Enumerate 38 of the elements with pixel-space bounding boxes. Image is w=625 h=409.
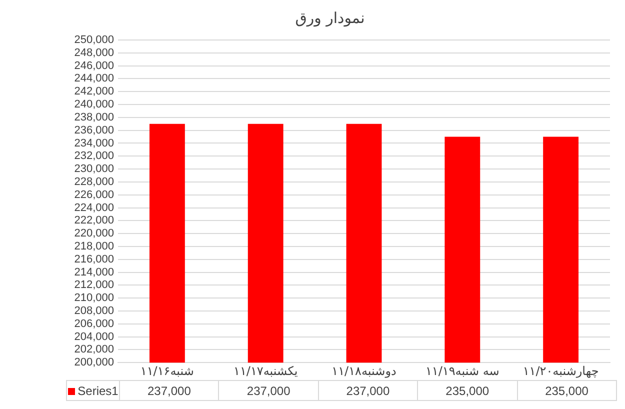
x-tick-label: دوشنبه۱۱/۱۸ — [332, 364, 396, 378]
data-label: 237,000 — [120, 380, 219, 400]
chart-title: نمودار ورق — [295, 8, 365, 27]
y-tick-label: 228,000 — [74, 176, 114, 188]
legend-label: Series1 — [66, 380, 120, 400]
y-tick-label: 214,000 — [74, 266, 114, 278]
y-tick-label: 210,000 — [74, 292, 114, 304]
y-tick-label: 230,000 — [74, 163, 114, 176]
y-tick-label: 242,000 — [74, 86, 114, 98]
y-tick-label: 220,000 — [74, 228, 114, 240]
data-label: 235,000 — [418, 380, 518, 400]
y-tick-label: 222,000 — [74, 214, 114, 227]
y-tick-label: 216,000 — [74, 253, 114, 266]
y-tick-label: 200,000 — [74, 356, 114, 369]
y-tick-label: 240,000 — [74, 98, 114, 111]
y-tick-label: 244,000 — [74, 72, 114, 85]
y-tick-label: 226,000 — [74, 188, 114, 201]
x-tick-label: یکشنبه۱۱/۱۷ — [234, 364, 298, 378]
y-tick-label: 204,000 — [74, 330, 114, 343]
x-tick-label: شنبه۱۱/۱۶ — [140, 364, 194, 378]
y-tick-label: 202,000 — [74, 344, 114, 356]
y-tick-label: 212,000 — [74, 279, 114, 292]
y-tick-label: 234,000 — [74, 137, 114, 150]
y-tick-label: 224,000 — [74, 202, 114, 214]
y-tick-label: 248,000 — [74, 46, 114, 59]
x-tick-label: چهارشنبه۱۱/۲۰ — [522, 364, 599, 378]
y-tick-label: 218,000 — [74, 240, 114, 252]
x-tick-label: سه شنبه۱۱/۱۹ — [425, 364, 500, 378]
y-tick-label: 208,000 — [74, 305, 114, 318]
y-tick-label: 238,000 — [74, 111, 114, 124]
y-tick-label: 206,000 — [74, 318, 114, 330]
y-tick-label: 232,000 — [74, 150, 114, 162]
y-tick-label: 236,000 — [74, 124, 114, 136]
data-label: 235,000 — [517, 380, 616, 400]
y-tick-label: 250,000 — [74, 34, 114, 46]
y-tick-label: 246,000 — [74, 60, 114, 72]
data-label: 237,000 — [218, 380, 318, 400]
data-label: 237,000 — [318, 380, 418, 400]
